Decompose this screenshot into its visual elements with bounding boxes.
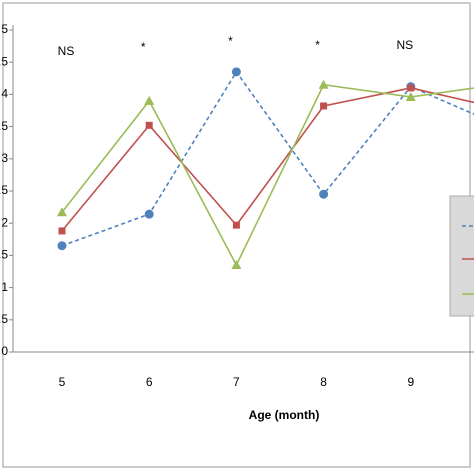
marker bbox=[144, 209, 154, 219]
marker bbox=[318, 79, 329, 89]
x-tick-label: 5 bbox=[59, 375, 66, 389]
annotation: * bbox=[141, 40, 146, 54]
y-tick-label: 0.5 bbox=[0, 312, 8, 326]
y-tick-label: 0 bbox=[1, 344, 8, 358]
annotation: NS bbox=[58, 44, 75, 58]
y-tick-label: 3 bbox=[1, 151, 8, 165]
series-line bbox=[61, 87, 474, 232]
y-tick-label: 4.5 bbox=[0, 54, 8, 68]
x-tick-label: 6 bbox=[146, 375, 153, 389]
marker bbox=[407, 84, 415, 92]
marker bbox=[231, 260, 242, 270]
marker bbox=[144, 95, 155, 105]
marker bbox=[145, 121, 153, 129]
x-tick-label: 7 bbox=[233, 375, 240, 389]
annotation: * bbox=[228, 34, 233, 48]
marker bbox=[320, 102, 328, 110]
series-line bbox=[61, 70, 474, 247]
marker bbox=[405, 91, 416, 101]
marker bbox=[58, 227, 66, 235]
y-tick-label: 1 bbox=[1, 280, 8, 294]
annotation: * bbox=[315, 38, 320, 52]
x-tick-label: 9 bbox=[407, 375, 414, 389]
legend-box bbox=[449, 195, 474, 317]
marker bbox=[57, 241, 67, 251]
marker bbox=[319, 189, 329, 199]
marker bbox=[232, 221, 240, 229]
y-tick-label: 4 bbox=[1, 87, 8, 101]
marker bbox=[57, 207, 67, 217]
y-tick-label: 1.5 bbox=[0, 248, 8, 262]
y-tick-label: 5 bbox=[1, 22, 8, 36]
annotation: NS bbox=[396, 38, 413, 52]
series-line bbox=[61, 83, 474, 267]
y-tick-label: 2 bbox=[1, 215, 8, 229]
marker bbox=[231, 67, 241, 77]
x-axis-label: Age (month) bbox=[249, 408, 320, 422]
y-tick-label: 2.5 bbox=[0, 183, 8, 197]
x-tick-label: 8 bbox=[320, 375, 327, 389]
y-tick-label: 3.5 bbox=[0, 119, 8, 133]
